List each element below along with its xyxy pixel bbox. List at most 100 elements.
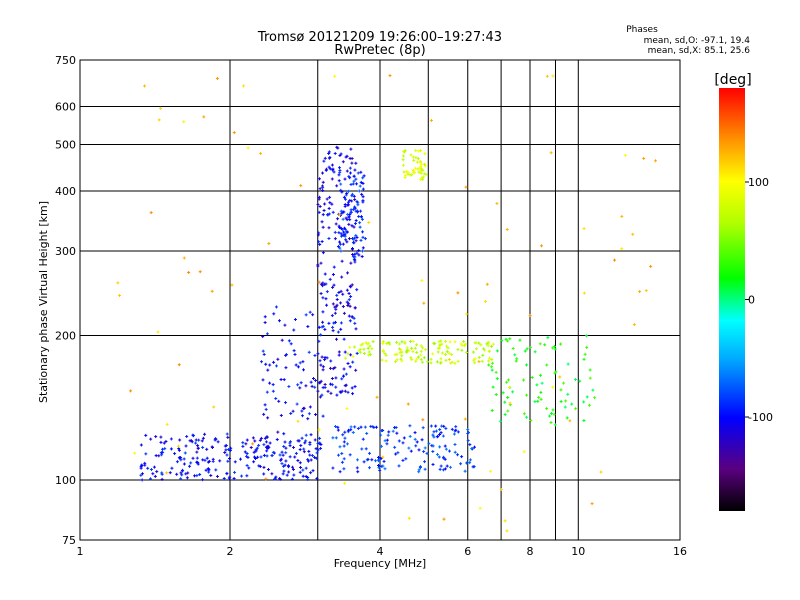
- data-point: [316, 441, 320, 445]
- data-point: [583, 352, 587, 356]
- data-point: [440, 351, 444, 355]
- data-point: [445, 350, 449, 354]
- data-point: [333, 366, 337, 370]
- data-point: [240, 474, 244, 478]
- data-point: [388, 342, 392, 346]
- data-point: [299, 184, 303, 188]
- data-point: [438, 343, 442, 347]
- data-point: [283, 463, 287, 467]
- data-point: [345, 407, 349, 411]
- data-point: [323, 327, 327, 331]
- data-point: [453, 450, 457, 454]
- data-point: [202, 115, 206, 119]
- data-point: [333, 230, 337, 234]
- data-point: [321, 281, 325, 285]
- data-point: [251, 442, 255, 446]
- data-point: [522, 412, 526, 416]
- data-point: [473, 361, 477, 365]
- data-point: [406, 402, 410, 406]
- data-point: [341, 305, 345, 309]
- data-point: [284, 366, 288, 370]
- data-point: [421, 346, 425, 350]
- data-point: [473, 445, 477, 449]
- data-point: [348, 365, 352, 369]
- data-point: [429, 357, 433, 361]
- data-point: [224, 444, 228, 448]
- data-point: [339, 301, 343, 305]
- data-point: [370, 347, 374, 351]
- data-point: [259, 436, 263, 440]
- data-point: [245, 454, 249, 458]
- data-point: [143, 84, 147, 88]
- data-point: [506, 339, 510, 343]
- data-point: [276, 430, 280, 434]
- data-point: [279, 378, 283, 382]
- data-point: [319, 379, 323, 383]
- data-point: [638, 290, 642, 294]
- data-point: [450, 352, 454, 356]
- data-point: [545, 407, 549, 411]
- data-point: [376, 455, 380, 459]
- data-point: [361, 176, 365, 180]
- data-point: [182, 256, 186, 260]
- data-point: [337, 290, 341, 294]
- data-point: [453, 361, 457, 365]
- data-point: [423, 446, 427, 450]
- data-point: [379, 444, 383, 448]
- data-point: [300, 436, 304, 440]
- data-point: [466, 428, 470, 432]
- data-point: [261, 335, 265, 339]
- data-point: [401, 158, 405, 162]
- data-point: [177, 448, 181, 452]
- data-point: [347, 222, 351, 226]
- y-tick-label: 75: [62, 534, 76, 547]
- data-point: [328, 382, 332, 386]
- data-point: [371, 340, 375, 344]
- data-point: [201, 436, 205, 440]
- data-point: [421, 360, 425, 364]
- data-point: [564, 399, 568, 403]
- data-point: [346, 390, 350, 394]
- data-point: [265, 454, 269, 458]
- data-point: [381, 342, 385, 346]
- data-point: [282, 469, 286, 473]
- data-point: [354, 161, 358, 165]
- data-point: [537, 395, 541, 399]
- data-point: [196, 446, 200, 450]
- data-point: [397, 439, 401, 443]
- data-point: [346, 362, 350, 366]
- data-point: [309, 471, 313, 475]
- data-point: [277, 319, 281, 323]
- data-point: [480, 359, 484, 363]
- data-point: [311, 313, 315, 317]
- data-point: [346, 189, 350, 193]
- data-point: [345, 154, 349, 158]
- data-point: [549, 421, 553, 425]
- data-point: [397, 464, 401, 468]
- data-point: [387, 430, 391, 434]
- data-point: [446, 346, 450, 350]
- data-point: [360, 447, 364, 451]
- data-point: [322, 159, 326, 163]
- data-point: [353, 425, 357, 429]
- data-point: [488, 356, 492, 360]
- data-point: [357, 248, 361, 252]
- data-point: [546, 336, 550, 340]
- data-point: [182, 120, 186, 124]
- data-point: [354, 219, 358, 223]
- data-point: [454, 428, 458, 432]
- data-point: [291, 467, 295, 471]
- data-point: [463, 469, 467, 473]
- data-point: [460, 455, 464, 459]
- data-point: [282, 432, 286, 436]
- data-point: [485, 282, 489, 286]
- data-point: [327, 165, 331, 169]
- data-point: [245, 438, 249, 442]
- data-point: [515, 357, 519, 361]
- data-point: [319, 443, 323, 447]
- data-point: [538, 342, 542, 346]
- data-point: [343, 481, 347, 485]
- data-point: [260, 360, 264, 364]
- data-point: [152, 465, 156, 469]
- data-point: [195, 460, 199, 464]
